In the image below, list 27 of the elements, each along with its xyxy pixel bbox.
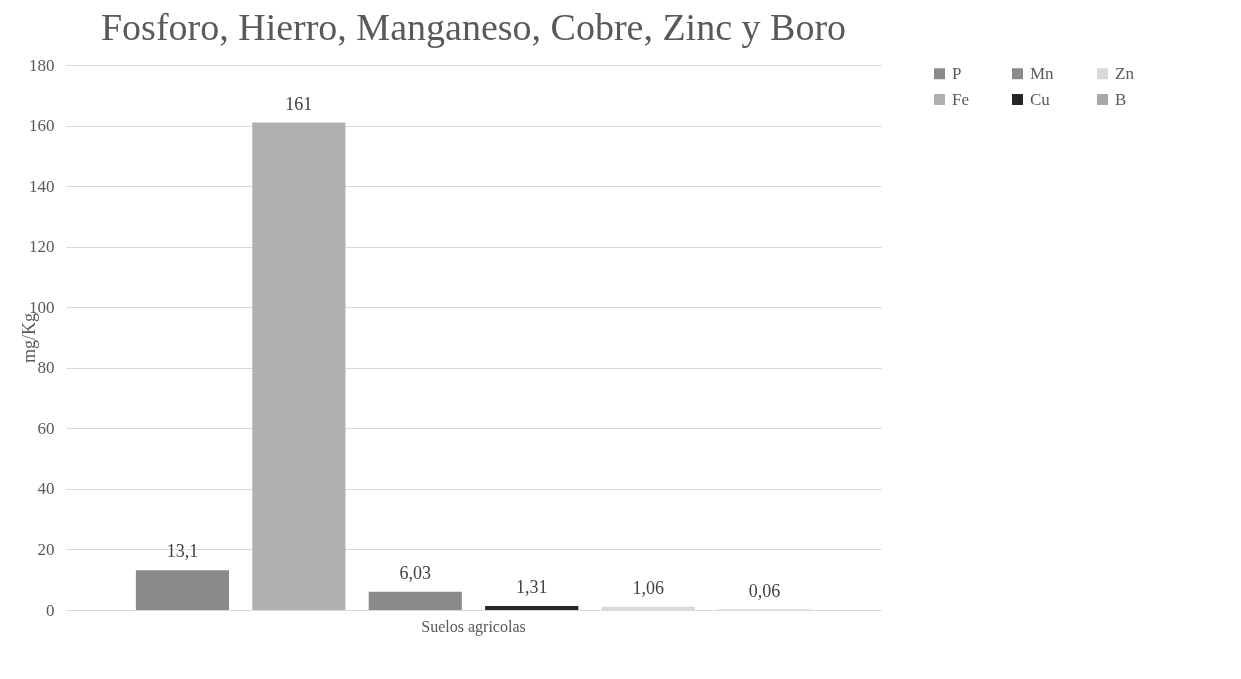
y-tick-label: 20 <box>37 539 55 559</box>
data-label: 1,31 <box>515 577 548 598</box>
y-tick-label: 40 <box>37 479 55 499</box>
legend-label: Mn <box>1030 63 1055 83</box>
bar <box>135 570 229 610</box>
y-tick-label: 160 <box>29 116 55 136</box>
data-label: 6,03 <box>399 562 432 583</box>
y-tick-label: 120 <box>29 237 55 257</box>
legend-label: Zn <box>1115 63 1135 83</box>
bar <box>368 591 462 610</box>
legend-label: Cu <box>1030 89 1051 109</box>
data-label: 13,1 <box>166 541 199 562</box>
y-tick-label: 60 <box>37 418 55 438</box>
data-label: 0,06 <box>748 580 781 601</box>
x-tick-label: Suelos agricolas <box>421 617 526 636</box>
legend-label: Fe <box>952 89 969 109</box>
bar <box>252 122 346 610</box>
y-tick-label: 180 <box>29 55 55 75</box>
legend-label: B <box>1115 89 1127 109</box>
legend-label: P <box>952 63 962 83</box>
data-label: 161 <box>285 93 313 114</box>
y-tick-label: 80 <box>37 358 55 378</box>
chart-title: Fosforo, Hierro, Manganeso, Cobre, Zinc y Boro <box>100 6 847 48</box>
data-label: 1,06 <box>632 577 664 598</box>
y-tick-label: 0 <box>46 600 55 620</box>
bar <box>485 606 579 610</box>
y-tick-label: 140 <box>29 176 55 196</box>
